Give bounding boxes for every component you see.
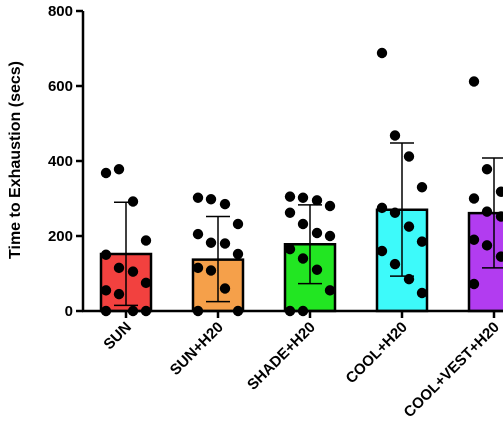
data-point-0-0 <box>100 167 112 179</box>
data-point-4-4 <box>468 193 480 204</box>
data-point-3-3 <box>416 182 428 193</box>
data-point-3-4 <box>376 202 388 214</box>
x-tick-label-1: SUN+H20 <box>167 319 227 379</box>
data-point-0-8 <box>100 285 112 296</box>
data-point-3-1 <box>389 130 401 141</box>
y-tick-label-0: 0 <box>65 303 73 320</box>
data-point-2-1 <box>297 192 309 203</box>
data-point-2-4 <box>284 207 296 218</box>
y-tick-label-2: 400 <box>48 153 73 170</box>
data-point-4-6 <box>495 211 503 222</box>
data-point-1-8 <box>192 262 204 274</box>
data-point-1-6 <box>219 238 231 249</box>
error-bars-layer <box>114 142 503 307</box>
data-point-4-8 <box>468 234 480 245</box>
data-point-0-5 <box>113 262 125 274</box>
data-point-2-8 <box>284 243 296 255</box>
data-point-2-9 <box>297 253 309 264</box>
axes-layer <box>76 9 503 318</box>
data-point-1-7 <box>232 248 244 260</box>
data-point-1-1 <box>205 194 217 205</box>
data-point-4-9 <box>481 240 493 251</box>
data-point-0-2 <box>127 196 139 207</box>
data-point-1-9 <box>205 265 217 276</box>
x-tick-label-4: COOL+VEST+H20 <box>401 319 503 421</box>
data-point-3-8 <box>376 245 388 257</box>
data-point-2-7 <box>324 230 336 242</box>
x-tick-label-2: SHADE+H20 <box>244 319 319 394</box>
data-point-3-7 <box>416 236 428 247</box>
data-point-3-6 <box>403 221 415 232</box>
data-point-0-1 <box>113 164 125 175</box>
data-point-3-5 <box>389 207 401 218</box>
data-point-2-6 <box>311 227 323 239</box>
x-tick-label-3: COOL+H20 <box>343 319 411 387</box>
data-point-3-10 <box>403 273 415 285</box>
error-bar-1 <box>206 215 230 303</box>
data-point-4-2 <box>495 186 503 197</box>
x-tick-label-0: SUN <box>100 319 134 353</box>
points-layer <box>100 47 503 317</box>
y-tick-label-1: 200 <box>48 228 73 245</box>
data-point-3-2 <box>403 151 415 162</box>
data-point-2-10 <box>311 264 323 275</box>
data-point-2-11 <box>324 285 336 296</box>
data-point-4-10 <box>495 251 503 262</box>
data-point-0-3 <box>140 235 152 246</box>
data-point-2-2 <box>311 195 323 206</box>
data-point-1-4 <box>192 228 204 240</box>
data-point-3-0 <box>376 47 388 59</box>
data-point-2-5 <box>297 218 309 230</box>
y-tick-label-3: 600 <box>48 78 73 95</box>
data-point-3-9 <box>389 258 401 270</box>
data-point-4-5 <box>481 206 493 217</box>
data-point-1-0 <box>192 192 204 203</box>
data-point-1-5 <box>205 237 217 248</box>
data-point-4-1 <box>481 164 493 175</box>
data-point-4-0 <box>468 76 480 87</box>
data-point-0-7 <box>140 277 152 289</box>
data-point-1-3 <box>232 218 244 230</box>
error-bar-4 <box>482 157 503 269</box>
data-point-0-6 <box>127 266 139 277</box>
data-point-3-11 <box>416 287 428 299</box>
data-point-1-10 <box>219 283 231 294</box>
y-tick-label-4: 800 <box>48 3 73 20</box>
y-axis-title: Time to Exhaustion (secs) <box>7 61 24 259</box>
data-point-2-3 <box>324 200 336 212</box>
data-point-0-4 <box>100 249 112 260</box>
data-point-4-12 <box>468 278 480 290</box>
data-point-1-2 <box>219 198 231 210</box>
labels-layer: SUN SUN+H20 SHADE+H20 COOL+H20COOL+VEST+H20… <box>48 3 503 421</box>
data-point-2-0 <box>284 191 296 202</box>
bar-4 <box>467 211 503 313</box>
data-point-0-9 <box>113 288 125 300</box>
